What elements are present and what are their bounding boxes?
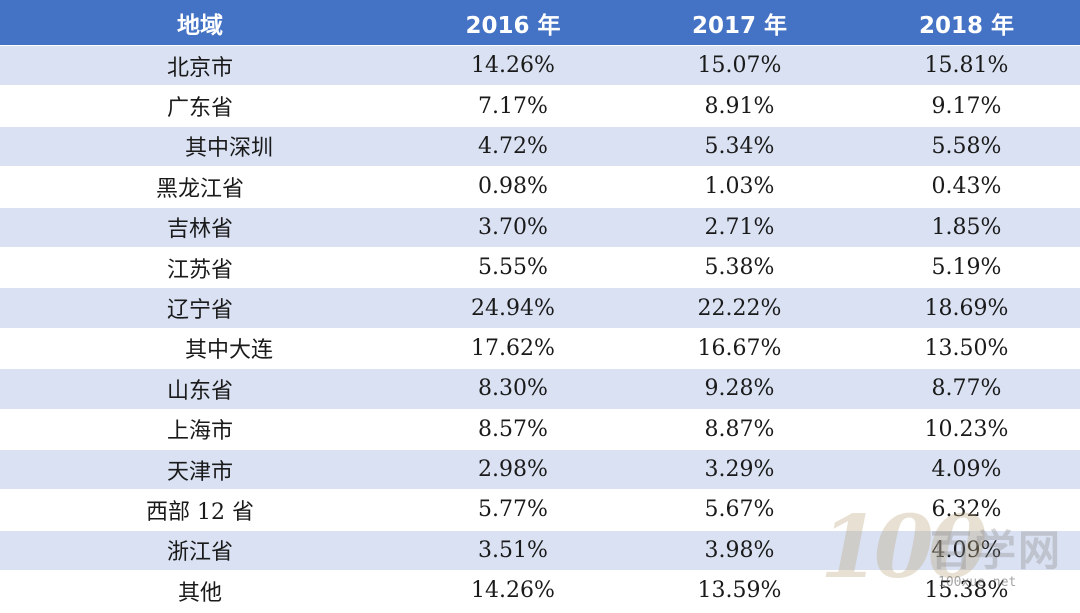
header-2016: 2016 年	[465, 12, 561, 39]
value-cell-2018年: 0.43%	[931, 174, 1002, 200]
region-cell: 广东省	[166, 96, 233, 122]
region-cell: 北京市	[166, 55, 233, 81]
value-cell-2017年: 5.38%	[704, 255, 775, 281]
value-cell-2018年: 10.23%	[924, 416, 1009, 442]
value-cell-2016年: 5.55%	[478, 255, 548, 281]
table-row: 其中深圳 4.72% 5.34% 5.58%	[0, 126, 1080, 168]
value-cell-2016年: 0.98%	[478, 174, 548, 200]
value-cell-2016年: 3.70%	[478, 214, 548, 240]
region-cell: 其中大连	[185, 338, 274, 364]
table-row: 广东省 7.17% 8.91% 9.17%	[0, 86, 1080, 127]
region-cell: 浙江省	[166, 540, 233, 566]
table-row: 黑龙江省 0.98% 1.03% 0.43%	[0, 167, 1080, 208]
value-cell-2018年: 6.32%	[931, 497, 1002, 523]
value-cell-2017年: 15.07%	[697, 53, 782, 79]
value-cell-2018年: 1.85%	[931, 214, 1002, 240]
value-cell-2018年: 8.77%	[931, 376, 1002, 402]
value-cell-2018年: 5.58%	[931, 133, 1002, 159]
value-cell-2017年: 22.22%	[697, 295, 782, 321]
region-cell: 黑龙江省	[155, 176, 244, 202]
value-cell-2018年: 18.69%	[924, 295, 1009, 321]
value-cell-2018年: 13.50%	[924, 335, 1009, 361]
value-cell-2017年: 5.34%	[704, 133, 775, 159]
value-cell-2018年: 15.81%	[924, 53, 1009, 79]
table-header-row: 地域 2016 年 2017 年 2018 年	[0, 0, 1080, 46]
region-cell: 西部 12 省	[146, 499, 254, 525]
value-cell-2017年: 5.67%	[704, 497, 775, 523]
value-cell-2016年: 7.17%	[478, 93, 548, 119]
value-cell-2017年: 8.91%	[704, 93, 775, 119]
value-cell-2016年: 8.57%	[478, 416, 548, 442]
header-region: 地域	[177, 12, 223, 39]
region-cell: 辽宁省	[166, 298, 233, 324]
region-cell: 其中深圳	[185, 136, 274, 162]
value-cell-2016年: 17.62%	[471, 335, 555, 361]
value-cell-2017年: 3.98%	[704, 537, 775, 563]
table-row: 江苏省 5.55% 5.38% 5.19%	[0, 247, 1080, 289]
table-row: 其中大连 17.62% 16.67% 13.50%	[0, 328, 1080, 370]
region-cell: 其他	[177, 580, 222, 606]
value-cell-2016年: 8.30%	[478, 376, 548, 402]
table-row: 其他 14.26% 13.59% 15.38%	[0, 571, 1080, 612]
value-cell-2016年: 3.51%	[478, 537, 548, 563]
value-cell-2018年: 5.19%	[931, 255, 1002, 281]
value-cell-2018年: 4.09%	[931, 537, 1002, 563]
table-row: 上海市 8.57% 8.87% 10.23%	[0, 409, 1080, 450]
region-cell: 上海市	[166, 419, 233, 445]
region-cell: 山东省	[166, 378, 233, 404]
value-cell-2017年: 3.29%	[704, 457, 775, 483]
table-row: 西部 12 省 5.77% 5.67% 6.32%	[0, 490, 1080, 531]
value-cell-2018年: 4.09%	[931, 457, 1002, 483]
value-cell-2017年: 13.59%	[697, 578, 782, 604]
region-cell: 吉林省	[166, 217, 233, 243]
value-cell-2017年: 1.03%	[704, 174, 775, 200]
table-row: 天津市 2.98% 3.29% 4.09%	[0, 449, 1080, 491]
value-cell-2016年: 14.26%	[471, 578, 555, 604]
table-row: 辽宁省 24.94% 22.22% 18.69%	[0, 288, 1080, 329]
table-row: 浙江省 3.51% 3.98% 4.09%	[0, 530, 1080, 572]
value-cell-2017年: 2.71%	[704, 214, 775, 240]
value-cell-2018年: 15.38%	[924, 578, 1009, 604]
region-cell: 天津市	[166, 459, 233, 485]
header-2017: 2017 年	[691, 12, 788, 39]
value-cell-2016年: 14.26%	[471, 53, 555, 79]
table-row: 北京市 14.26% 15.07% 15.81%	[0, 46, 1080, 87]
table-row: 山东省 8.30% 9.28% 8.77%	[0, 369, 1080, 410]
value-cell-2016年: 5.77%	[478, 497, 548, 523]
header-2018: 2018 年	[918, 12, 1015, 39]
value-cell-2018年: 9.17%	[931, 93, 1002, 119]
value-cell-2016年: 2.98%	[478, 457, 548, 483]
region-cell: 江苏省	[166, 257, 233, 283]
value-cell-2017年: 9.28%	[704, 376, 775, 402]
value-cell-2017年: 16.67%	[697, 335, 782, 361]
table-row: 吉林省 3.70% 2.71% 1.85%	[0, 207, 1080, 248]
value-cell-2016年: 24.94%	[471, 295, 555, 321]
value-cell-2016年: 4.72%	[478, 133, 548, 159]
value-cell-2017年: 8.87%	[704, 416, 775, 442]
